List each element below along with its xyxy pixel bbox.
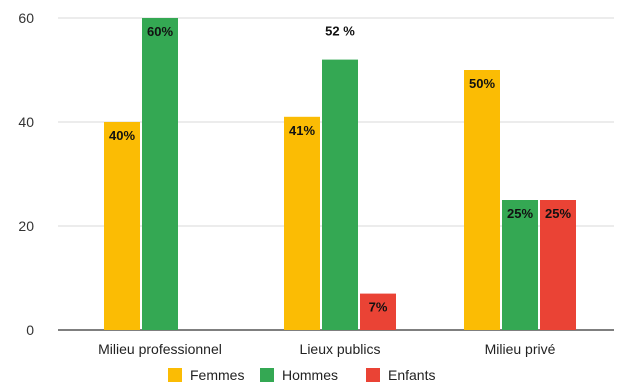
bar-femmes-1 bbox=[104, 122, 140, 330]
x-axis-categories: Milieu professionnel Lieux publics Milieu … bbox=[98, 341, 555, 357]
bar-femmes-2 bbox=[284, 116, 320, 330]
bar-hommes-2 bbox=[322, 59, 358, 330]
y-tick-label: 0 bbox=[26, 322, 34, 338]
data-label-femmes-3: 50% bbox=[469, 76, 495, 91]
data-label-hommes-2: 52 % bbox=[325, 24, 355, 39]
bar-femmes-3 bbox=[464, 70, 500, 330]
legend-label-hommes: Hommes bbox=[282, 367, 338, 383]
y-tick-label: 20 bbox=[18, 218, 34, 234]
x-category-label: Lieux publics bbox=[300, 341, 381, 357]
legend-label-enfants: Enfants bbox=[388, 367, 435, 383]
data-label-femmes-1: 40% bbox=[109, 128, 135, 143]
data-label-femmes-2: 41% bbox=[289, 123, 315, 138]
bar-enfants-3 bbox=[540, 200, 576, 330]
data-label-hommes-3: 25% bbox=[507, 206, 533, 221]
bars bbox=[104, 18, 576, 330]
data-label-enfants-2: 7% bbox=[369, 300, 388, 315]
y-tick-label: 40 bbox=[18, 114, 34, 130]
legend-label-femmes: Femmes bbox=[190, 367, 244, 383]
x-category-label: Milieu professionnel bbox=[98, 341, 222, 357]
data-labels: 40% 60% 41% 52 % 7% 50% 25% 25% bbox=[109, 24, 571, 315]
data-label-hommes-1: 60% bbox=[147, 24, 173, 39]
legend-swatch-hommes bbox=[260, 368, 274, 382]
bar-hommes-1 bbox=[142, 18, 178, 330]
y-axis-ticks: 0 20 40 60 bbox=[18, 10, 34, 338]
legend-swatch-enfants bbox=[366, 368, 380, 382]
bar-hommes-3 bbox=[502, 200, 538, 330]
legend-swatch-femmes bbox=[168, 368, 182, 382]
bar-enfants-2 bbox=[360, 293, 396, 330]
y-tick-label: 60 bbox=[18, 10, 34, 26]
x-category-label: Milieu privé bbox=[485, 341, 556, 357]
data-label-enfants-3: 25% bbox=[545, 206, 571, 221]
legend: Femmes Hommes Enfants bbox=[168, 367, 435, 383]
